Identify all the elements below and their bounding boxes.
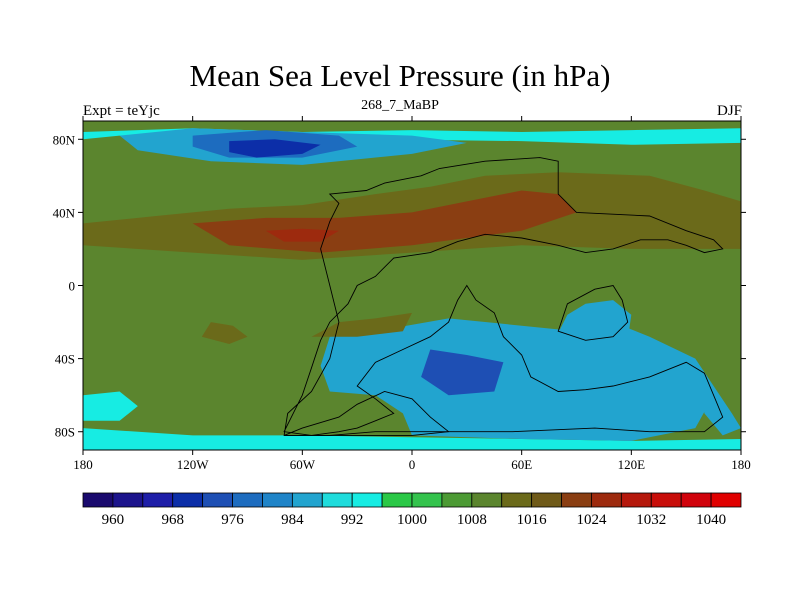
colorbar-label: 984 (281, 512, 304, 528)
colorbar-swatch (112, 492, 144, 508)
colorbar-swatch (531, 492, 562, 508)
colorbar-swatch (142, 492, 174, 508)
outline-southern-landmass (283, 391, 450, 436)
colorbar-swatch (351, 492, 383, 508)
colorbar-label: 976 (221, 512, 244, 528)
y-tick-label: 80S (55, 425, 75, 440)
x-tick-label: 120E (618, 457, 646, 472)
pressure-region-north-low-core (229, 139, 321, 158)
x-tick-label: 180 (731, 457, 751, 472)
colorbar-swatch (411, 492, 443, 508)
colorbar-swatch (501, 492, 533, 508)
map-area (83, 121, 741, 450)
experiment-label: Expt = teYjc (83, 103, 160, 119)
colorbar-label: 1008 (457, 512, 487, 528)
x-tick-label: 60E (511, 457, 532, 472)
colorbar-swatch (321, 492, 353, 508)
colorbar-swatch (82, 492, 114, 508)
colorbar: 960 968 976 984 992 1000 1008 1016 1024 1032 1040 (82, 492, 742, 528)
pressure-region-east-asia-low (558, 300, 632, 344)
outline-northern-continent (283, 157, 724, 436)
pressure-region-south-low-large (320, 318, 714, 441)
colorbar-label: 1040 (696, 512, 726, 528)
colorbar-label: 1024 (576, 512, 607, 528)
pressure-region-west-pacific-low (83, 391, 138, 421)
colorbar-swatch (471, 492, 503, 508)
colorbar-swatch (202, 492, 233, 508)
colorbar-swatch (591, 492, 622, 508)
colorbar-swatch (262, 492, 293, 508)
colorbar-label: 968 (161, 512, 184, 528)
season-label: DJF (716, 103, 742, 119)
pressure-region-southern-high (201, 322, 248, 344)
colorbar-swatch (291, 492, 323, 508)
y-tick-label: 80N (53, 132, 76, 147)
colorbar-swatch (620, 492, 652, 508)
pressure-region-asian-high-peak (265, 228, 339, 242)
chart-title: Mean Sea Level Pressure (in hPa) (189, 58, 611, 93)
colorbar-swatch (650, 492, 682, 508)
colorbar-swatch (232, 492, 263, 508)
x-tick-label: 0 (409, 457, 416, 472)
x-tick-label: 120W (177, 457, 210, 472)
pressure-region-south-low-core (421, 349, 504, 396)
continent-outlines (283, 157, 724, 436)
y-tick-label: 40N (53, 205, 76, 220)
x-tick-label: 180 (73, 457, 93, 472)
colorbar-swatch (561, 492, 592, 508)
colorbar-swatch (441, 492, 473, 508)
x-tick-label: 60W (290, 457, 316, 472)
y-tick-label: 40S (55, 352, 75, 367)
colorbar-label: 1032 (636, 512, 666, 528)
colorbar-swatch (710, 492, 742, 508)
colorbar-swatch (172, 492, 204, 508)
colorbar-label: 960 (102, 512, 125, 528)
chart-subtitle: 268_7_MaBP (361, 98, 439, 113)
outline-eastern-island (557, 284, 629, 341)
colorbar-label: 1016 (517, 512, 548, 528)
colorbar-label: 992 (341, 512, 364, 528)
pressure-region-south-polar-belt (83, 428, 741, 450)
colorbar-swatch (680, 492, 712, 508)
colorbar-swatch (381, 492, 413, 508)
axes: 180 120W 60W 0 60E 120E 180 80N 40N 0 40S 80S (53, 116, 751, 472)
y-tick-label: 0 (69, 279, 76, 294)
colorbar-label: 1000 (397, 512, 427, 528)
